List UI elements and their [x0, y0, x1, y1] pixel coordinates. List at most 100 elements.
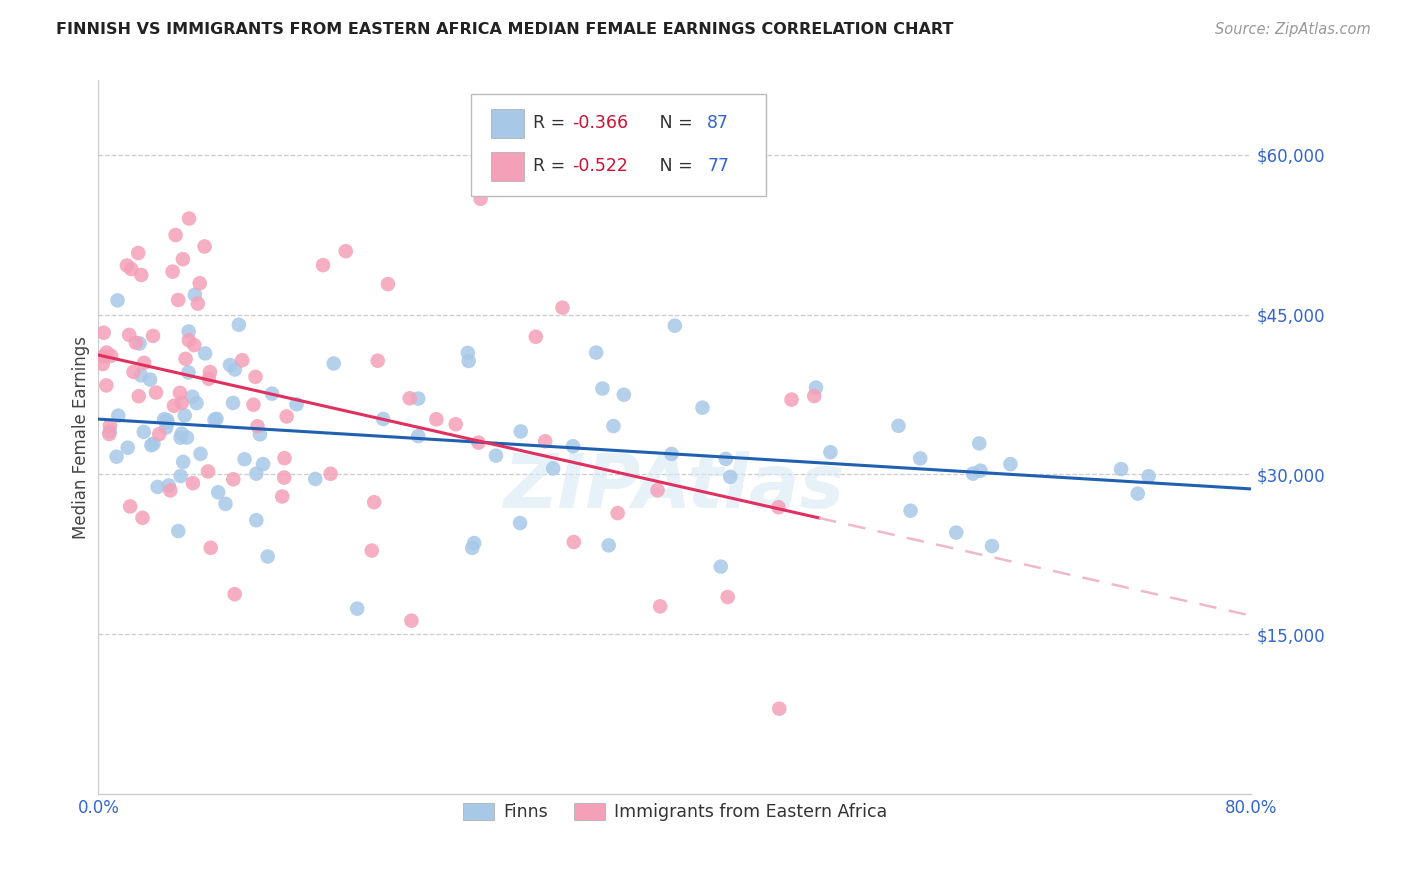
Point [200, 541, 222, 555]
Point [96, 345, 118, 359]
Point [249, 427, 271, 442]
Point [214, 497, 236, 511]
Point [461, 541, 484, 555]
Point [184, 287, 207, 301]
Point [962, 467, 984, 481]
Point [524, 330, 547, 344]
Point [398, 392, 420, 406]
Point [148, 427, 170, 442]
Point [406, 392, 429, 406]
Text: -0.366: -0.366 [572, 114, 628, 132]
Point [105, 450, 128, 464]
Point [117, 441, 139, 455]
Point [606, 506, 628, 520]
Point [887, 418, 910, 433]
Point [204, 412, 226, 426]
Point [457, 354, 479, 368]
Point [131, 268, 153, 282]
Point [242, 398, 264, 412]
Point [167, 524, 190, 538]
Point [127, 246, 149, 260]
Text: N =: N = [643, 158, 697, 176]
Point [534, 434, 557, 449]
Point [346, 601, 368, 615]
Point [768, 701, 790, 715]
Point [406, 429, 429, 443]
Point [425, 412, 447, 426]
Point [228, 318, 250, 332]
Point [945, 525, 967, 540]
Point [647, 483, 669, 498]
Point [1109, 462, 1132, 476]
Point [115, 259, 138, 273]
Point [120, 500, 142, 514]
Point [1137, 469, 1160, 483]
Point [187, 296, 209, 310]
Point [780, 392, 803, 407]
Point [134, 356, 156, 370]
Text: N =: N = [643, 114, 697, 132]
Point [177, 366, 200, 380]
Point [145, 385, 167, 400]
Point [598, 538, 620, 552]
Point [125, 335, 148, 350]
Point [463, 536, 485, 550]
Point [100, 349, 122, 363]
Point [312, 258, 335, 272]
Point [714, 451, 737, 466]
Point [273, 470, 295, 484]
Point [231, 353, 253, 368]
Text: -0.522: -0.522 [572, 158, 628, 176]
Point [271, 490, 294, 504]
Point [170, 469, 193, 483]
Point [304, 472, 326, 486]
Point [718, 470, 741, 484]
Text: R =: R = [533, 114, 571, 132]
Point [156, 413, 179, 427]
Point [373, 412, 395, 426]
Point [322, 357, 344, 371]
Point [692, 401, 714, 415]
Point [820, 445, 842, 459]
Text: Source: ZipAtlas.com: Source: ZipAtlas.com [1215, 22, 1371, 37]
Text: 87: 87 [707, 114, 730, 132]
Point [146, 480, 169, 494]
Point [194, 239, 217, 253]
Point [585, 345, 607, 359]
Point [98, 427, 121, 442]
Point [224, 362, 246, 376]
Point [245, 369, 267, 384]
Point [710, 559, 733, 574]
Point [156, 416, 179, 430]
Point [176, 431, 198, 445]
Point [153, 412, 176, 426]
Point [177, 333, 200, 347]
Point [613, 388, 636, 402]
Point [173, 409, 195, 423]
Point [562, 535, 585, 549]
Point [167, 293, 190, 307]
Point [285, 397, 308, 411]
Point [981, 539, 1004, 553]
Point [768, 500, 790, 515]
Point [163, 399, 186, 413]
Point [245, 467, 267, 481]
Point [132, 425, 155, 439]
Text: 77: 77 [707, 158, 730, 176]
Point [186, 396, 208, 410]
Point [661, 447, 683, 461]
Point [233, 452, 256, 467]
Point [222, 396, 245, 410]
Point [335, 244, 357, 259]
Point [198, 365, 221, 379]
Point [93, 349, 115, 363]
Point [260, 386, 283, 401]
Point [128, 389, 150, 403]
Point [219, 358, 242, 372]
Point [118, 327, 141, 342]
Point [159, 483, 181, 498]
Point [139, 373, 162, 387]
Point [222, 472, 245, 486]
Point [174, 351, 197, 366]
Point [360, 543, 382, 558]
